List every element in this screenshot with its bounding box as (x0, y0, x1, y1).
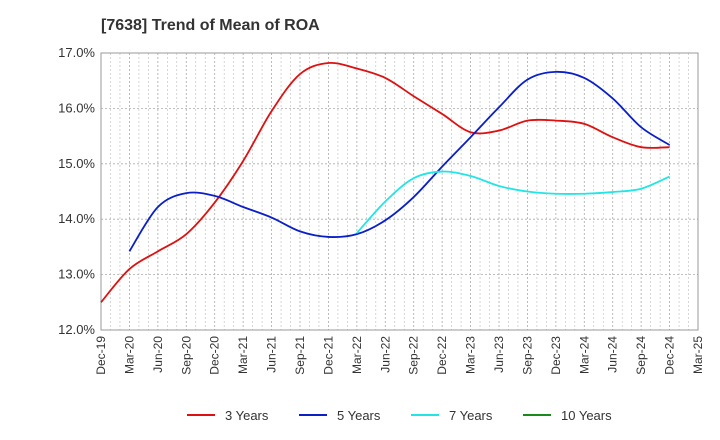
series-line-3-years (100, 61, 670, 303)
x-tick-label: Mar-25 (691, 336, 705, 374)
legend: 3 Years 5 Years 7 Years 10 Years (187, 408, 612, 423)
x-tick-label: Dec-24 (663, 336, 677, 375)
x-tick-label: Jun-23 (492, 336, 506, 373)
x-tick-label: Mar-22 (350, 336, 364, 374)
plot-frame (100, 52, 699, 331)
y-tick-label: 16.0% (58, 100, 95, 115)
x-tick-label: Jun-22 (378, 336, 392, 373)
y-tick-label: 13.0% (58, 267, 95, 282)
grid (101, 53, 698, 330)
chart-title: [7638] Trend of Mean of ROA (101, 17, 320, 34)
y-tick-label: 12.0% (58, 322, 95, 337)
x-axis-ticks: Dec-19 Mar-20 Jun-20 Sep-20 Dec-20 Mar-21 Jun-… (94, 336, 705, 375)
legend-label-10-years: 10 Years (561, 408, 612, 423)
y-tick-label: 17.0% (58, 45, 95, 60)
series-lines (100, 61, 671, 303)
series-line-7-years (356, 170, 670, 234)
x-tick-label: Dec-21 (321, 336, 335, 375)
x-tick-label: Dec-20 (208, 336, 222, 375)
x-tick-label: Mar-24 (577, 336, 591, 374)
x-tick-label: Sep-20 (179, 336, 193, 375)
x-tick-label: Sep-23 (520, 336, 534, 375)
legend-label-3-years: 3 Years (225, 408, 269, 423)
x-tick-label: Sep-24 (634, 336, 648, 375)
x-tick-label: Dec-23 (549, 336, 563, 375)
x-tick-label: Mar-23 (464, 336, 478, 374)
x-tick-label: Dec-19 (94, 336, 108, 375)
x-tick-label: Mar-20 (122, 336, 136, 374)
y-axis-ticks: 12.0% 13.0% 14.0% 15.0% 16.0% 17.0% (58, 45, 95, 337)
y-tick-label: 14.0% (58, 211, 95, 226)
x-tick-label: Jun-21 (265, 336, 279, 373)
legend-label-7-years: 7 Years (449, 408, 493, 423)
x-tick-label: Mar-21 (236, 336, 250, 374)
series-line-5-years (128, 70, 671, 252)
legend-label-5-years: 5 Years (337, 408, 381, 423)
y-tick-label: 15.0% (58, 156, 95, 171)
x-tick-label: Jun-20 (151, 336, 165, 373)
x-tick-label: Sep-22 (407, 336, 421, 375)
x-tick-label: Jun-24 (606, 336, 620, 373)
x-tick-label: Dec-22 (435, 336, 449, 375)
x-tick-label: Sep-21 (293, 336, 307, 375)
